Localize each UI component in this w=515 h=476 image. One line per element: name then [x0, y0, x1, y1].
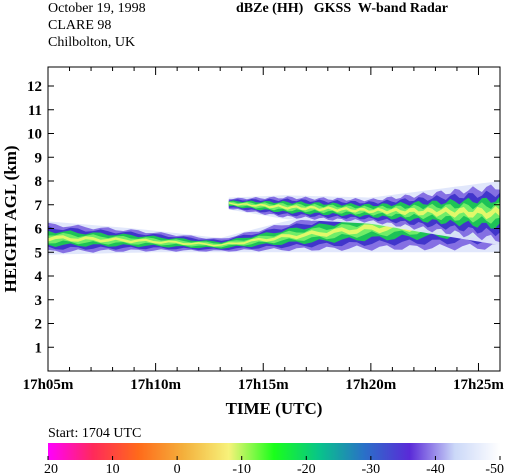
location-label: Chilbolton, UK — [48, 35, 136, 50]
y-tick-label: 2 — [35, 317, 43, 333]
plot-area — [48, 181, 501, 255]
y-tick-label: 1 — [35, 340, 43, 356]
date-label: October 19, 1998 — [48, 1, 146, 16]
campaign-label: CLARE 98 — [48, 18, 112, 33]
lower-layer-band-3 — [48, 206, 500, 249]
colorbar-tick-label: -30 — [362, 462, 381, 476]
x-tick-label: 17h25m — [453, 377, 504, 393]
colorbar-tick-label: -20 — [297, 462, 316, 476]
y-tick-label: 9 — [35, 150, 43, 166]
colorbar: 20 10 0 -10 -20 -30 -40 -50 — [44, 443, 504, 476]
colorbar-tick-label: -40 — [426, 462, 445, 476]
y-tick-label: 3 — [35, 293, 43, 309]
x-tick-label: 17h05m — [23, 377, 74, 393]
y-tick-label: 6 — [35, 222, 43, 238]
y-axis-title: HEIGHT AGL (km) — [1, 145, 20, 292]
y-tick-label: 7 — [35, 198, 43, 214]
x-tick-label: 17h15m — [238, 377, 289, 393]
y-tick-label: 5 — [35, 245, 43, 261]
chart-title: dBZe (HH) GKSS W-band Radar — [236, 1, 448, 16]
y-tick-label: 8 — [35, 174, 43, 190]
x-tick-label: 17h20m — [345, 377, 396, 393]
colorbar-tick-label: 0 — [174, 462, 181, 476]
start-time-label: Start: 1704 UTC — [48, 426, 142, 441]
y-tick-label: 10 — [27, 127, 42, 143]
colorbar-tick-label: 20 — [44, 462, 58, 476]
x-tick-label: 17h10m — [130, 377, 181, 393]
x-axis-title: TIME (UTC) — [226, 399, 323, 418]
colorbar-gradient — [48, 443, 500, 460]
colorbar-tick-label: -10 — [232, 462, 251, 476]
plot-frame — [47, 66, 501, 372]
y-tick-label: 4 — [35, 269, 43, 285]
header-info: October 19, 1998 CLARE 98 Chilbolton, UK — [48, 0, 146, 51]
y-tick-label: 11 — [28, 103, 42, 119]
colorbar-tick-label: -50 — [485, 462, 504, 476]
y-tick-label: 12 — [27, 79, 42, 95]
colorbar-tick-label: 10 — [106, 462, 120, 476]
upper-layer-band-5 — [228, 202, 501, 220]
upper-layer — [228, 181, 501, 246]
